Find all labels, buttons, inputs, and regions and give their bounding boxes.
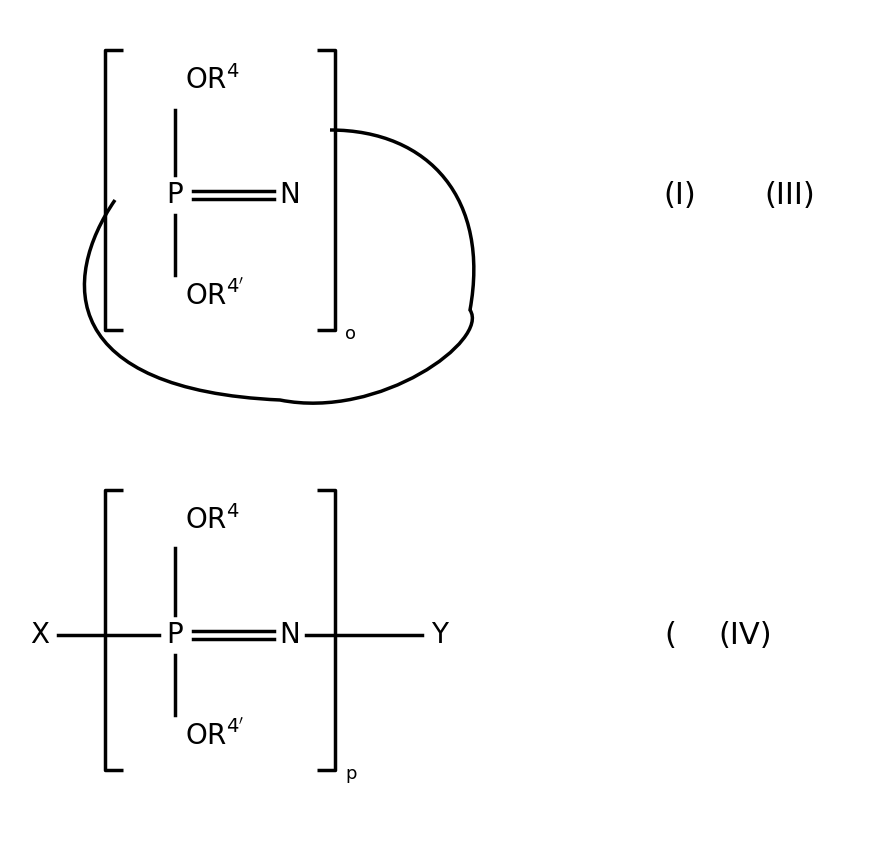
Text: P: P <box>167 621 183 649</box>
Text: (III): (III) <box>765 180 815 209</box>
Text: OR$^4$: OR$^4$ <box>185 505 240 535</box>
Text: (: ( <box>664 621 676 650</box>
Text: OR$^4$: OR$^4$ <box>185 65 240 95</box>
Text: OR$^{4'}$: OR$^{4'}$ <box>185 719 245 750</box>
Text: Y: Y <box>431 621 448 649</box>
Text: X: X <box>30 621 50 649</box>
Text: OR$^{4'}$: OR$^{4'}$ <box>185 280 245 311</box>
Text: P: P <box>167 181 183 209</box>
Text: o: o <box>345 325 356 343</box>
Text: (I): (I) <box>664 180 696 209</box>
Text: (IV): (IV) <box>719 621 772 650</box>
Text: N: N <box>280 621 300 649</box>
Text: p: p <box>345 765 356 783</box>
Text: N: N <box>280 181 300 209</box>
